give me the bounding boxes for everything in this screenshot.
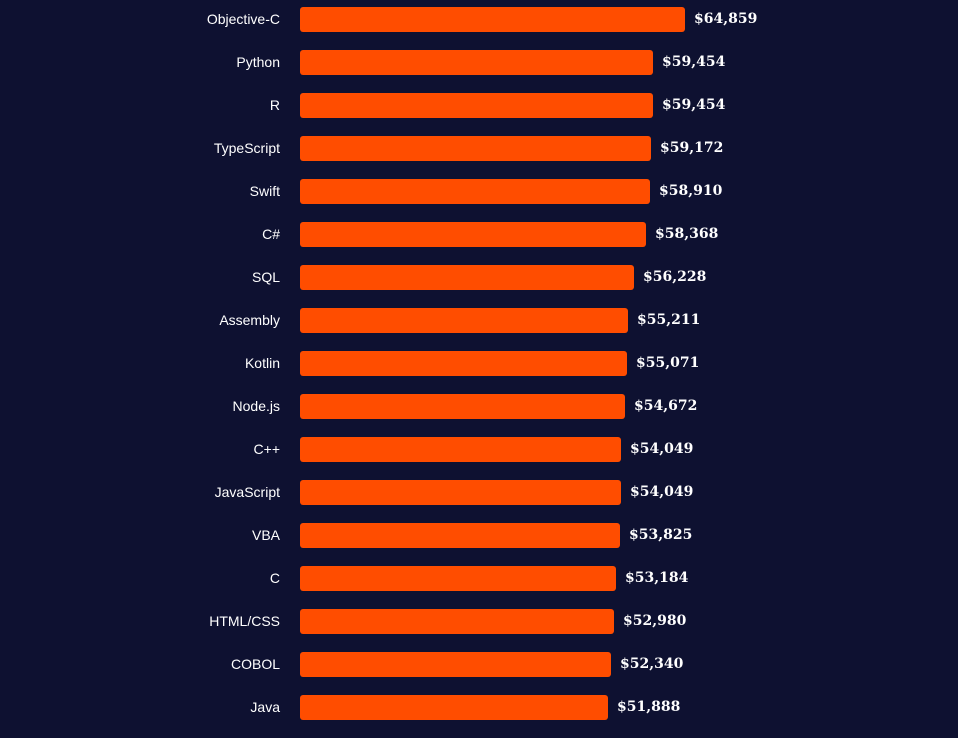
value-label: $51,888 — [617, 699, 681, 715]
bar — [300, 351, 627, 376]
value-label: $54,672 — [634, 398, 698, 414]
bar — [300, 265, 634, 290]
category-label: Swift — [249, 183, 280, 199]
bar — [300, 609, 614, 634]
category-label: Kotlin — [244, 355, 280, 371]
category-label: Node.js — [232, 398, 280, 414]
value-label: $64,859 — [694, 11, 758, 27]
bar — [300, 480, 621, 505]
value-label: $54,049 — [630, 441, 694, 457]
bar — [300, 308, 628, 333]
bar — [300, 394, 625, 419]
category-label: Java — [250, 699, 280, 715]
category-label: C — [269, 570, 280, 586]
category-label: R — [269, 97, 280, 113]
bar — [300, 7, 685, 32]
value-label: $56,228 — [643, 269, 707, 285]
category-label: C++ — [253, 441, 280, 457]
value-label: $53,184 — [625, 570, 689, 586]
value-label: $52,340 — [620, 656, 684, 672]
category-label: SQL — [251, 269, 280, 285]
category-label: Assembly — [219, 312, 280, 328]
bar — [300, 695, 608, 720]
category-label: VBA — [251, 527, 280, 543]
value-label: $53,825 — [629, 527, 693, 543]
category-label: Python — [236, 54, 280, 70]
bar — [300, 179, 650, 204]
value-label: $54,049 — [630, 484, 694, 500]
bar — [300, 523, 620, 548]
bar — [300, 93, 653, 118]
value-label: $59,454 — [662, 54, 726, 70]
bar — [300, 136, 651, 161]
category-label: C# — [262, 226, 280, 242]
value-label: $58,910 — [659, 183, 723, 199]
value-label: $55,071 — [636, 355, 700, 371]
bar — [300, 652, 611, 677]
category-label: HTML/CSS — [209, 613, 280, 629]
category-label: JavaScript — [214, 484, 280, 500]
bar — [300, 437, 621, 462]
bar — [300, 222, 646, 247]
category-label: Objective-C — [206, 11, 280, 27]
value-label: $55,211 — [637, 312, 701, 328]
category-label: TypeScript — [213, 140, 280, 156]
bar — [300, 566, 616, 591]
value-label: $59,454 — [662, 97, 726, 113]
value-label: $58,368 — [655, 226, 719, 242]
value-label: $52,980 — [623, 613, 687, 629]
category-label: COBOL — [230, 656, 280, 672]
value-label: $59,172 — [660, 140, 724, 156]
bar — [300, 50, 653, 75]
